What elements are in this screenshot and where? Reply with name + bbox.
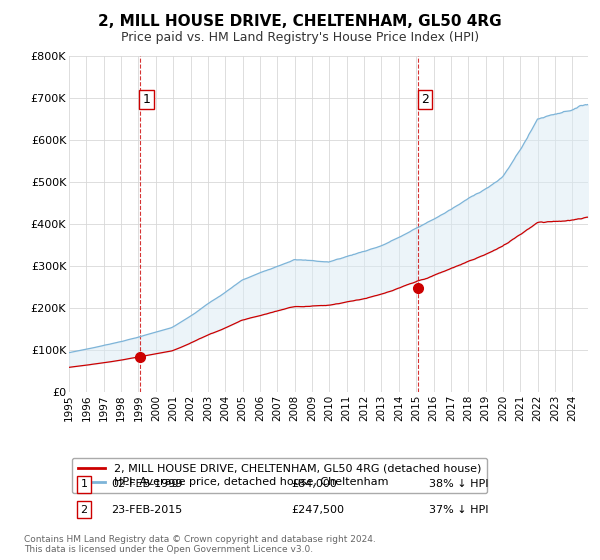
Text: 2: 2 bbox=[421, 93, 429, 106]
Text: 2, MILL HOUSE DRIVE, CHELTENHAM, GL50 4RG: 2, MILL HOUSE DRIVE, CHELTENHAM, GL50 4R… bbox=[98, 14, 502, 29]
Text: 37% ↓ HPI: 37% ↓ HPI bbox=[429, 505, 488, 515]
Text: 02-FEB-1999: 02-FEB-1999 bbox=[111, 479, 182, 489]
Text: 1: 1 bbox=[143, 93, 151, 106]
Legend: 2, MILL HOUSE DRIVE, CHELTENHAM, GL50 4RG (detached house), HPI: Average price, : 2, MILL HOUSE DRIVE, CHELTENHAM, GL50 4R… bbox=[72, 458, 487, 493]
Text: £247,500: £247,500 bbox=[291, 505, 344, 515]
Text: 1: 1 bbox=[80, 479, 88, 489]
Text: Contains HM Land Registry data © Crown copyright and database right 2024.
This d: Contains HM Land Registry data © Crown c… bbox=[24, 535, 376, 554]
Text: 2: 2 bbox=[80, 505, 88, 515]
Text: 38% ↓ HPI: 38% ↓ HPI bbox=[429, 479, 488, 489]
Text: £84,000: £84,000 bbox=[291, 479, 337, 489]
Text: Price paid vs. HM Land Registry's House Price Index (HPI): Price paid vs. HM Land Registry's House … bbox=[121, 31, 479, 44]
Text: 23-FEB-2015: 23-FEB-2015 bbox=[111, 505, 182, 515]
